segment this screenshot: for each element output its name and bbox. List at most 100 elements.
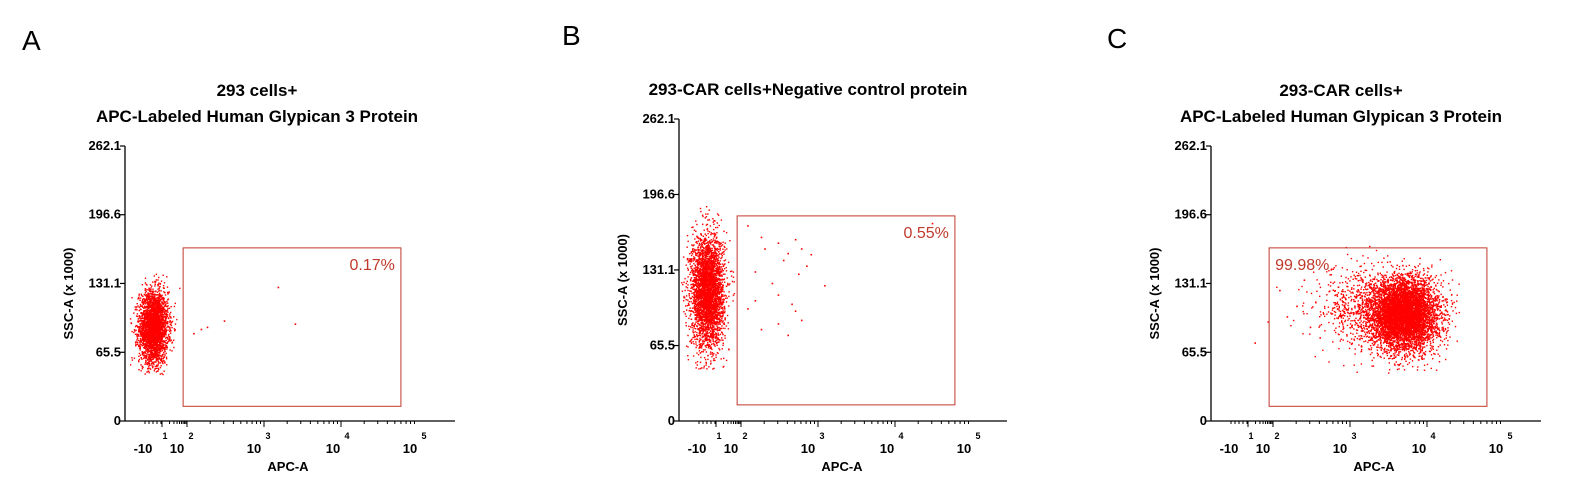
- event-dot: [148, 338, 150, 340]
- event-dot: [152, 361, 154, 363]
- event-dot: [144, 347, 147, 350]
- event-dot: [147, 324, 150, 326]
- event-dot: [705, 338, 707, 340]
- event-dot: [154, 338, 157, 340]
- event-dot: [147, 366, 150, 368]
- event-dot: [161, 297, 163, 299]
- event-dot: [140, 322, 143, 324]
- event-dot: [154, 328, 157, 330]
- event-dot: [693, 334, 695, 336]
- event-dot: [685, 299, 687, 301]
- event-dot: [147, 304, 149, 306]
- event-dot: [165, 330, 168, 332]
- event-dot: [685, 345, 688, 347]
- event-dot: [169, 329, 171, 331]
- event-dot: [707, 263, 710, 265]
- event-dot: [131, 330, 133, 333]
- event-dot: [149, 334, 152, 337]
- event-dot: [159, 362, 162, 364]
- event-dot: [155, 346, 157, 349]
- event-dot: [155, 325, 158, 327]
- event-dot: [147, 312, 150, 314]
- event-dot: [162, 303, 164, 306]
- event-dot: [155, 355, 157, 357]
- event-dot: [696, 334, 698, 337]
- event-dot: [720, 253, 723, 255]
- event-dot: [146, 317, 149, 319]
- event-dot: [151, 308, 153, 310]
- event-dot: [164, 312, 166, 314]
- event-dot: [152, 358, 154, 360]
- event-dot: [160, 326, 162, 328]
- event-dot: [150, 306, 152, 309]
- event-dot: [159, 340, 162, 342]
- event-dot: [151, 292, 153, 294]
- event-dot: [154, 309, 156, 311]
- event-dot: [163, 351, 165, 354]
- event-dot: [149, 333, 152, 335]
- event-dot: [163, 282, 166, 284]
- event-dot: [169, 320, 171, 322]
- event-dot: [146, 302, 148, 304]
- event-dot: [151, 296, 153, 298]
- event-dot: [147, 305, 149, 308]
- event-dot: [713, 302, 715, 305]
- chart-title-line: 293 cells+: [217, 81, 298, 100]
- event-dot: [151, 355, 153, 357]
- event-dot: [155, 314, 158, 316]
- event-dot: [145, 340, 148, 343]
- event-dot: [157, 351, 159, 353]
- event-dot: [155, 290, 157, 292]
- x-tick-exponent: 1: [162, 431, 167, 441]
- event-dot: [700, 240, 702, 242]
- event-dot: [153, 328, 155, 330]
- event-dot: [162, 334, 164, 336]
- event-dot: [153, 361, 155, 364]
- event-dot: [708, 253, 710, 256]
- event-dot: [149, 350, 151, 352]
- event-dot: [689, 315, 691, 317]
- event-dot: [152, 319, 154, 321]
- event-dot: [706, 328, 708, 330]
- event-dot: [145, 332, 147, 335]
- event-dot: [685, 286, 687, 288]
- event-dot: [140, 328, 142, 331]
- event-dot: [168, 337, 171, 339]
- event-dot: [150, 314, 152, 316]
- event-dot: [145, 326, 147, 329]
- x-tick-label: 10: [247, 441, 261, 456]
- event-dot: [717, 339, 719, 341]
- event-dot: [145, 283, 147, 286]
- event-dot: [153, 338, 155, 341]
- event-dot: [159, 327, 161, 330]
- event-dot: [157, 285, 159, 287]
- event-dot: [716, 287, 719, 290]
- event-dot: [724, 312, 726, 314]
- event-dot: [703, 249, 705, 251]
- event-dot: [154, 281, 156, 284]
- event-dot: [154, 280, 156, 283]
- event-dot: [700, 298, 702, 301]
- event-dot: [145, 357, 147, 360]
- event-dot: [686, 234, 689, 237]
- event-dot: [144, 331, 146, 334]
- event-dot: [137, 342, 139, 344]
- event-dot: [174, 302, 176, 305]
- event-dot: [699, 255, 701, 257]
- event-dot: [161, 328, 163, 330]
- event-dot: [166, 305, 168, 308]
- event-dot: [162, 302, 164, 304]
- event-dot: [142, 328, 144, 330]
- event-dot: [692, 355, 695, 357]
- event-dot: [148, 326, 150, 328]
- event-dot: [163, 356, 165, 359]
- event-dot: [689, 263, 691, 265]
- event-dot: [146, 355, 148, 357]
- event-dot: [158, 282, 160, 284]
- event-dot: [142, 344, 145, 346]
- event-dot: [143, 321, 145, 323]
- event-dot: [140, 364, 142, 366]
- event-dot: [148, 340, 150, 343]
- event-dot: [688, 317, 690, 320]
- event-dot: [698, 323, 700, 325]
